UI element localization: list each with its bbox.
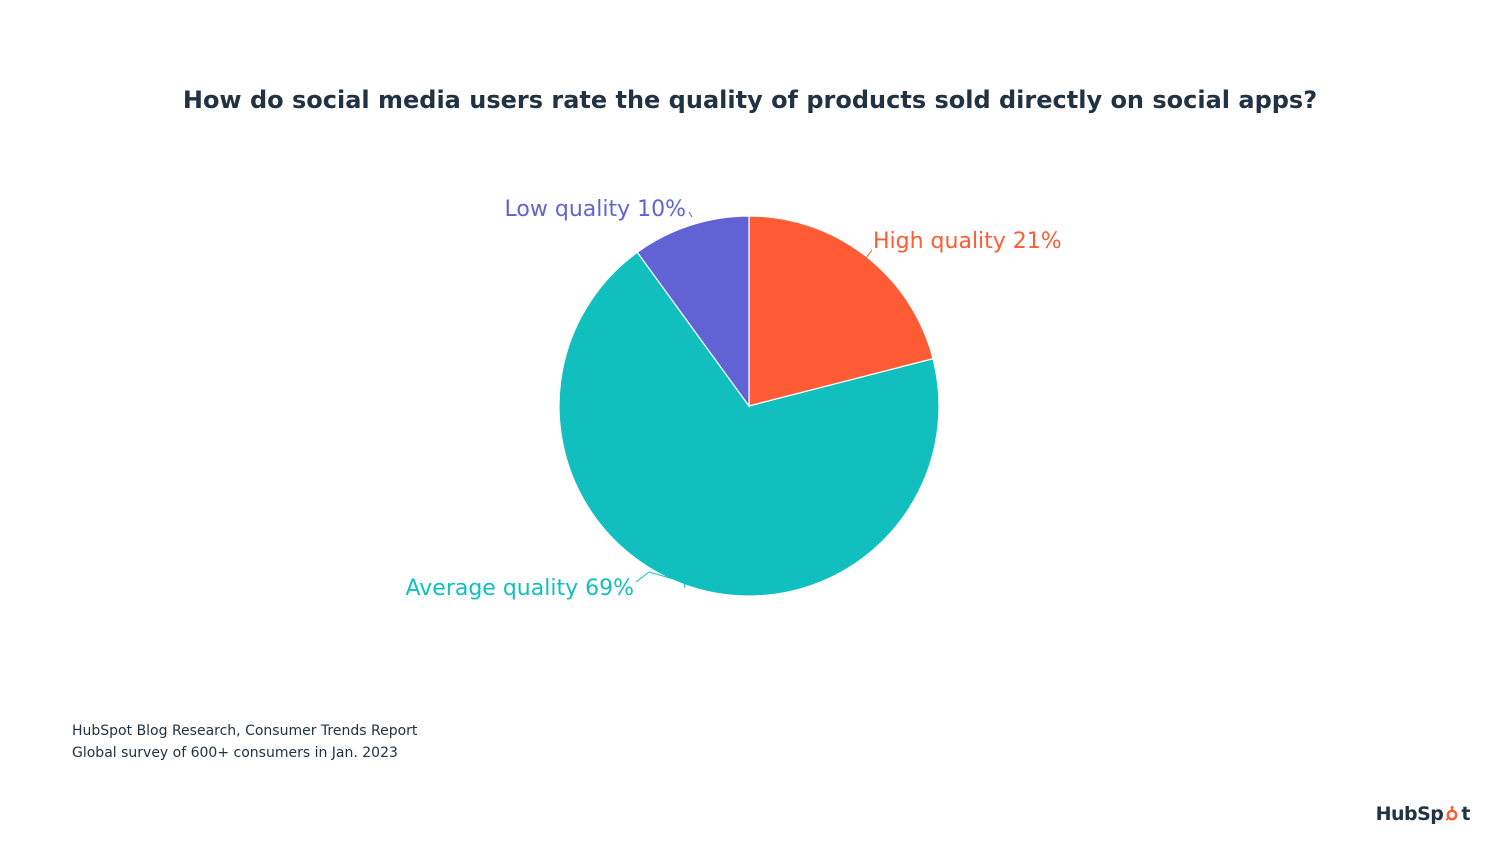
pie-slice-high-quality bbox=[748, 215, 934, 407]
leader-lines bbox=[635, 211, 873, 589]
pie-slices bbox=[558, 215, 940, 597]
sprocket-icon bbox=[1445, 806, 1458, 821]
logo-text-left: HubSp bbox=[1375, 803, 1444, 825]
source-line-2: Global survey of 600+ consumers in Jan. … bbox=[72, 745, 398, 761]
slice-labels: High quality 21% Average quality 69% Low q… bbox=[406, 197, 1062, 601]
chart-title: How do social media users rate the quali… bbox=[182, 86, 1318, 114]
leader-line-high-quality bbox=[865, 249, 873, 259]
hubspot-logo: HubSp t bbox=[1375, 803, 1471, 825]
leader-line-low-quality bbox=[688, 211, 693, 218]
leader-line-average-quality bbox=[635, 571, 686, 589]
slice-label-high-quality: High quality 21% bbox=[873, 229, 1062, 254]
slice-label-low-quality: Low quality 10% bbox=[505, 197, 686, 222]
source-note: HubSpot Blog Research, Consumer Trends R… bbox=[72, 720, 417, 764]
source-line-1: HubSpot Blog Research, Consumer Trends R… bbox=[72, 723, 418, 739]
slice-label-average-quality: Average quality 69% bbox=[406, 576, 635, 601]
logo-text-right: t bbox=[1461, 803, 1470, 825]
pie-slice-low-quality bbox=[636, 215, 750, 408]
